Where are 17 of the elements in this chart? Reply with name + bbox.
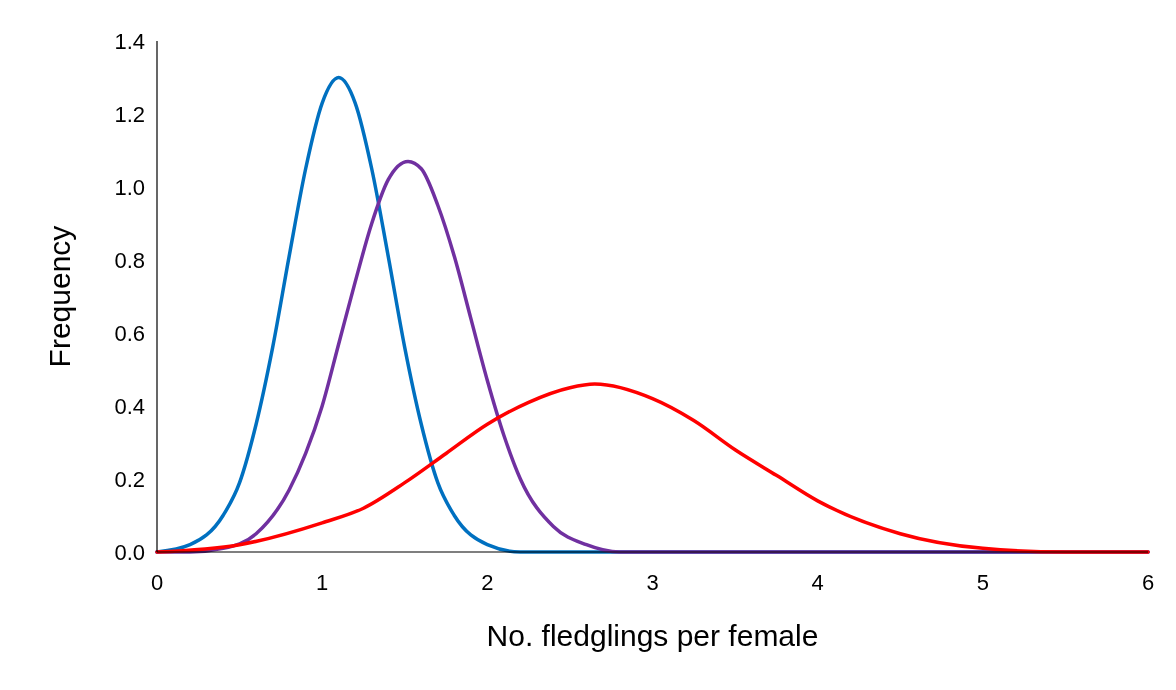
y-tick-label: 1.2 — [114, 101, 145, 127]
x-tick-label: 2 — [481, 570, 494, 595]
y-tick-label: 1.0 — [114, 174, 145, 200]
x-tick-label: 5 — [976, 570, 989, 595]
y-tick-label: 0.8 — [114, 247, 145, 273]
y-tick-label: 0.0 — [114, 539, 145, 565]
x-tick-label: 6 — [1141, 570, 1155, 595]
y-tick-label: 0.2 — [114, 466, 145, 492]
x-axis-title: No. fledglings per female — [486, 619, 819, 652]
y-tick-label: 1.4 — [114, 28, 145, 54]
x-tick-label: 0 — [150, 570, 164, 595]
x-tick-label: 1 — [316, 570, 329, 595]
y-tick-label: 0.4 — [114, 393, 145, 419]
y-tick-label: 0.6 — [114, 320, 145, 346]
y-axis-title: Frequency — [43, 225, 76, 368]
x-tick-label: 4 — [811, 570, 824, 595]
x-tick-label: 3 — [646, 570, 659, 595]
